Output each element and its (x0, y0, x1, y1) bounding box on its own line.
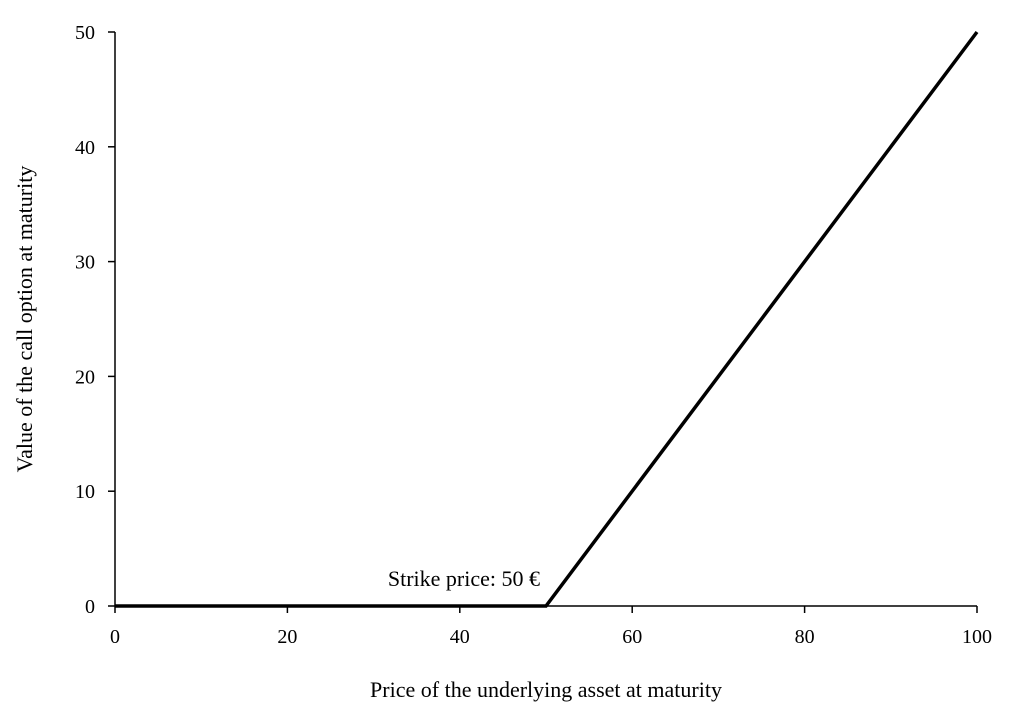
series-group (115, 30, 979, 608)
y-tick-label: 50 (75, 22, 95, 44)
x-axis-ticks: 0 20 40 60 80 100 (110, 606, 992, 648)
x-tick-label: 80 (795, 626, 815, 648)
x-tick-label: 60 (622, 626, 642, 648)
y-axis-label: Value of the call option at maturity (12, 166, 37, 473)
x-tick-label: 0 (110, 626, 120, 648)
x-tick-label: 20 (277, 626, 297, 648)
y-tick-label: 30 (75, 252, 95, 274)
x-tick-label: 100 (962, 626, 992, 648)
x-tick-label: 40 (450, 626, 470, 648)
y-tick-label: 10 (75, 481, 95, 503)
y-tick-label: 40 (75, 137, 95, 159)
y-tick-label: 20 (75, 366, 95, 388)
y-tick-label: 0 (85, 596, 95, 618)
payoff-series-line (115, 30, 979, 608)
y-axis-ticks: 0 10 20 30 40 50 (75, 22, 115, 618)
strike-price-annotation: Strike price: 50 € (388, 566, 540, 591)
x-axis-label: Price of the underlying asset at maturit… (370, 677, 722, 702)
